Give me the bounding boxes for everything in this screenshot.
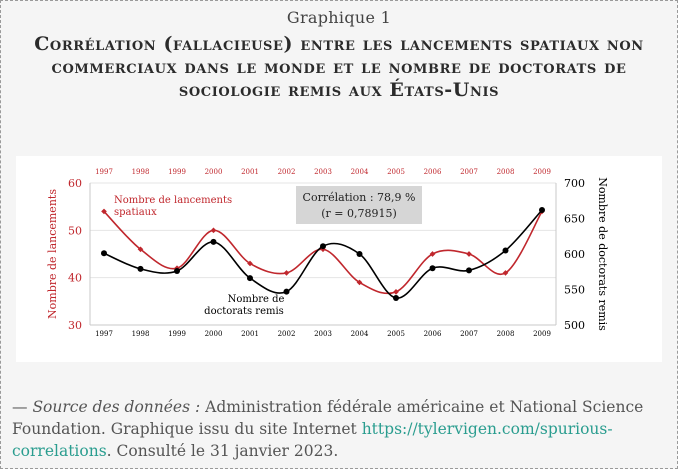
right-tick-label: 650 — [564, 213, 585, 226]
bottom-x-tick-label: 2004 — [351, 330, 369, 338]
bottom-x-tick-label: 1997 — [95, 330, 113, 338]
bottom-x-tick-label: 2008 — [497, 330, 515, 338]
series-label-launches: spatiaux — [114, 207, 157, 218]
left-tick-label: 60 — [68, 177, 82, 190]
source-text: Administration fédérale américaine et Na… — [12, 398, 644, 438]
bottom-x-tick-label: 2009 — [533, 330, 551, 338]
source-label: Source des données : — [32, 398, 201, 416]
correlation-r-text: (r = 0,78915) — [321, 207, 397, 220]
data-point-doctorates — [101, 250, 107, 257]
left-tick-label: 30 — [68, 319, 82, 332]
correlation-box — [296, 186, 422, 224]
top-x-tick-label: 1997 — [95, 168, 113, 176]
top-x-tick-label: 2001 — [241, 168, 259, 176]
data-point-doctorates — [137, 265, 144, 272]
data-point-launches — [137, 246, 144, 253]
top-x-tick-label: 2009 — [533, 168, 551, 176]
source-link[interactable]: https://tylervigen.com/spurious-correlat… — [12, 420, 613, 460]
bottom-x-tick-label: 2001 — [241, 330, 259, 338]
data-point-doctorates — [174, 268, 180, 275]
data-point-doctorates — [429, 265, 436, 272]
left-tick-label: 50 — [68, 224, 82, 237]
right-tick-label: 550 — [564, 284, 585, 297]
data-point-launches — [210, 227, 217, 234]
series-label-launches: Nombre de lancements — [114, 195, 232, 206]
figure-kicker: Graphique 1 — [286, 8, 392, 27]
top-x-tick-label: 1999 — [168, 168, 186, 176]
data-point-launches — [429, 251, 436, 257]
series-label-doctorates: Nombre de — [228, 294, 285, 305]
left-tick-label: 40 — [68, 272, 82, 285]
bottom-x-tick-label: 2003 — [314, 330, 332, 338]
top-x-tick-label: 2002 — [278, 168, 296, 176]
source-suffix: . Consulté le 31 janvier 2023. — [106, 442, 339, 460]
data-point-launches — [283, 270, 290, 276]
data-point-doctorates — [356, 251, 363, 257]
figure-title: Corrélation (fallacieuse) entre les lanc… — [34, 33, 644, 101]
chart-panel: 30 40 50 60 500 550 600 650 700 1997 1997 1998 1998 1… — [16, 156, 662, 362]
data-point-doctorates — [502, 247, 509, 254]
line-chart: 30 40 50 60 500 550 600 650 700 1997 1997 1998 1998 1… — [46, 168, 609, 338]
right-tick-label: 600 — [564, 248, 585, 261]
bottom-x-tick-label: 1998 — [132, 330, 150, 338]
bottom-x-tick-label: 2005 — [387, 330, 405, 338]
top-x-tick-label: 2008 — [497, 168, 515, 176]
data-point-doctorates — [210, 238, 217, 245]
data-point-doctorates — [466, 267, 472, 274]
bottom-x-tick-label: 2006 — [424, 330, 442, 338]
right-tick-label: 700 — [564, 177, 585, 190]
right-axis-title: Nombre de doctorats remis — [596, 177, 609, 331]
source-prefix: — — [12, 398, 33, 416]
bottom-x-tick-label: 1999 — [168, 330, 186, 338]
data-point-launches — [466, 251, 472, 257]
bottom-x-tick-label: 2007 — [460, 330, 478, 338]
top-x-tick-label: 2000 — [205, 168, 223, 176]
top-x-tick-label: 2004 — [351, 168, 369, 176]
data-point-doctorates — [247, 275, 253, 282]
left-axis-title: Nombre de lancements — [46, 189, 59, 319]
bottom-x-tick-label: 2000 — [205, 330, 223, 338]
top-x-tick-label: 2007 — [460, 168, 478, 176]
data-point-doctorates — [393, 295, 399, 302]
top-x-tick-label: 2003 — [314, 168, 332, 176]
bottom-x-tick-label: 2002 — [278, 330, 296, 338]
data-point-launches — [101, 208, 107, 215]
top-x-tick-label: 2005 — [387, 168, 405, 176]
correlation-text: Corrélation : 78,9 % — [303, 191, 416, 204]
data-point-doctorates — [320, 243, 326, 250]
right-tick-label: 500 — [564, 319, 585, 332]
data-point-launches — [502, 270, 509, 276]
data-point-doctorates — [283, 288, 290, 295]
top-x-tick-label: 2006 — [424, 168, 442, 176]
data-point-doctorates — [539, 206, 545, 213]
data-point-launches — [393, 289, 399, 295]
top-x-tick-label: 1998 — [132, 168, 150, 176]
series-label-doctorates: doctorats remis — [204, 306, 284, 317]
source-note: — Source des données : Administration fé… — [12, 396, 672, 462]
